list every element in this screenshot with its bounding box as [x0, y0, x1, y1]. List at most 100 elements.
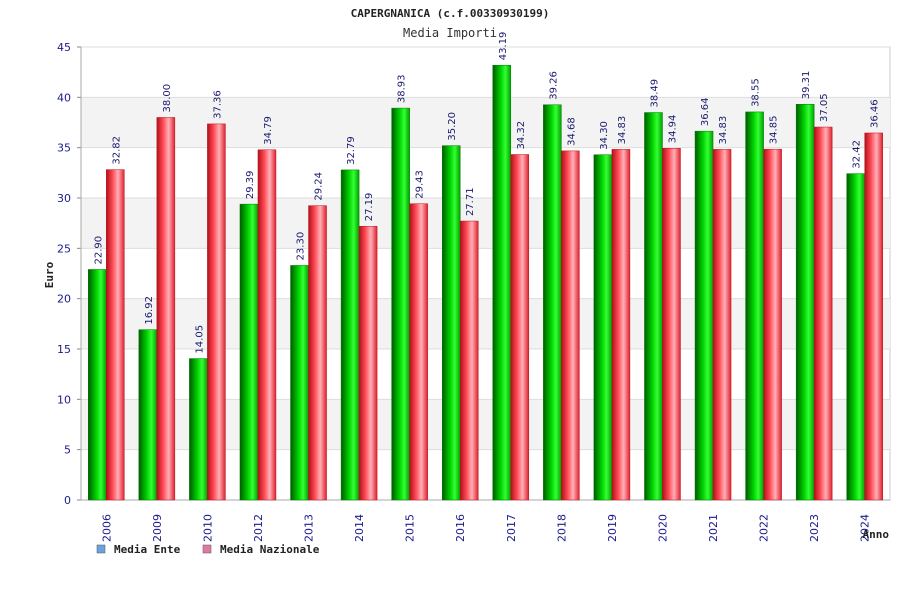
bar-media-ente	[391, 107, 410, 501]
y-tick-label: 25	[57, 242, 71, 255]
bar-media-ente	[593, 154, 613, 501]
legend: Media Ente Media Nazionale	[96, 543, 320, 556]
chart-title: CAPERGNANICA (c.f.00330930199)	[351, 7, 550, 20]
x-tick-label: 2016	[454, 514, 467, 542]
bar-media-ente	[441, 145, 461, 501]
data-label: 32.79	[346, 136, 357, 165]
data-label: 43.19	[498, 32, 509, 61]
bar-media-ente	[745, 111, 764, 501]
y-tick-label: 0	[64, 494, 71, 507]
legend-label-media-nazionale: Media Nazionale	[220, 543, 320, 556]
bar-media-nazionale	[561, 150, 580, 501]
data-label: 23.30	[296, 232, 307, 261]
data-label: 34.32	[516, 121, 527, 150]
bar-media-ente	[492, 64, 512, 501]
data-label: 29.43	[415, 170, 426, 199]
bar-media-ente	[290, 265, 309, 501]
data-labels: 22.90 32.82 16.92 38.00 14.05 37.36 29.39 34.79…	[93, 32, 880, 354]
data-label: 38.55	[751, 78, 762, 107]
y-tick-label: 30	[57, 192, 71, 205]
bar-media-nazionale	[864, 132, 883, 501]
legend-swatch-media-ente	[96, 544, 106, 554]
data-label: 34.94	[667, 115, 678, 144]
y-tick-label: 20	[57, 293, 71, 306]
bar-media-nazionale	[207, 123, 226, 501]
data-label: 22.90	[93, 236, 104, 265]
data-label: 34.79	[263, 116, 274, 145]
bar-media-nazionale	[763, 148, 782, 501]
data-label: 29.39	[245, 171, 256, 200]
data-label: 34.83	[617, 116, 628, 145]
bar-media-nazionale	[813, 126, 833, 501]
x-axis-ticks: 2006 2009 2010 2012 2013 2014 2015 2016 2017 2018…	[100, 514, 871, 542]
y-tick-label: 15	[57, 343, 71, 356]
x-tick-label: 2009	[151, 514, 164, 542]
legend-label-media-ente: Media Ente	[114, 543, 181, 556]
bar-media-nazionale	[308, 205, 327, 501]
x-tick-label: 2022	[758, 514, 771, 542]
x-tick-label: 2013	[303, 514, 316, 542]
x-tick-label: 2012	[252, 514, 265, 542]
bar-media-ente	[644, 112, 663, 501]
x-tick-label: 2024	[859, 514, 872, 542]
bar-media-ente	[340, 169, 360, 501]
bar-media-ente	[846, 173, 865, 501]
data-label: 34.30	[599, 121, 610, 150]
bar-media-nazionale	[662, 148, 681, 501]
bar-media-ente	[543, 104, 562, 501]
data-label: 39.26	[548, 71, 559, 100]
y-tick-label: 45	[57, 41, 71, 54]
data-label: 37.36	[212, 90, 223, 119]
y-axis-label: Euro	[43, 261, 56, 288]
x-tick-label: 2021	[707, 514, 720, 542]
chart-subtitle: Media Importi	[403, 26, 497, 40]
bar-media-nazionale	[409, 203, 428, 501]
data-label: 16.92	[144, 296, 155, 325]
data-label: 38.00	[162, 84, 173, 113]
data-label: 14.05	[194, 325, 205, 354]
data-label: 36.46	[870, 99, 881, 128]
data-label: 29.24	[314, 172, 325, 201]
data-label: 37.05	[819, 93, 830, 122]
bar-media-ente	[138, 329, 158, 501]
x-tick-label: 2014	[353, 514, 366, 542]
bar-media-nazionale	[611, 149, 631, 501]
y-tick-label: 5	[64, 444, 71, 457]
y-tick-label: 40	[57, 91, 71, 104]
data-label: 38.93	[397, 74, 408, 103]
data-label: 32.42	[852, 140, 863, 169]
x-tick-label: 2010	[201, 514, 214, 542]
data-label: 36.64	[700, 98, 711, 127]
x-tick-label: 2020	[656, 514, 669, 542]
bar-media-nazionale	[257, 149, 277, 501]
data-label: 27.71	[465, 187, 476, 216]
data-label: 34.83	[718, 116, 729, 145]
bar-media-nazionale	[156, 117, 176, 501]
x-tick-label: 2019	[606, 514, 619, 542]
bar-media-nazionale	[106, 169, 125, 501]
bar-media-nazionale	[358, 226, 378, 501]
bar-media-ente	[239, 203, 259, 501]
bar-media-nazionale	[712, 149, 732, 501]
bar-media-ente	[795, 104, 815, 501]
data-label: 34.68	[566, 117, 577, 146]
data-label: 39.31	[801, 71, 812, 100]
x-tick-label: 2015	[404, 514, 417, 542]
bar-media-ente	[694, 130, 714, 501]
data-label: 27.19	[364, 193, 375, 222]
bar-media-nazionale	[510, 154, 530, 501]
y-tick-label: 10	[57, 393, 71, 406]
legend-swatch-media-nazionale	[202, 544, 212, 554]
data-label: 34.85	[769, 116, 780, 145]
bar-media-nazionale	[459, 220, 479, 501]
bar-media-ente	[189, 358, 208, 501]
x-tick-label: 2023	[808, 514, 821, 542]
x-tick-label: 2018	[555, 514, 568, 542]
x-tick-label: 2017	[505, 514, 518, 542]
bar-media-ente	[88, 269, 107, 501]
x-tick-label: 2006	[100, 514, 113, 542]
data-label: 32.82	[111, 136, 122, 165]
bars	[88, 64, 883, 501]
data-label: 35.20	[447, 112, 458, 141]
